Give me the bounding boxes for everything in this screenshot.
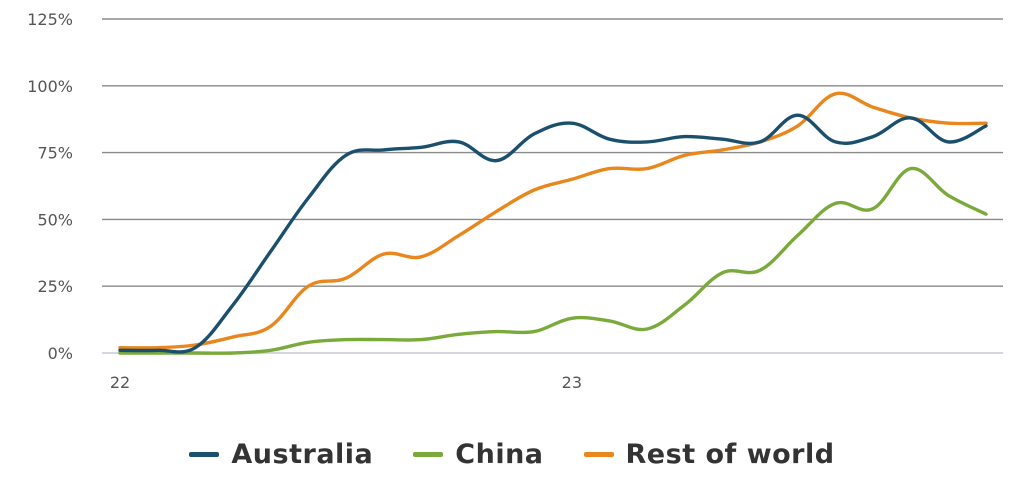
y-tick-label: 100% bbox=[27, 77, 73, 96]
y-axis: 0% 25% 50% 75% 100% 125% bbox=[27, 10, 73, 363]
y-tick-label: 25% bbox=[37, 277, 73, 296]
series-line-australia bbox=[118, 113, 988, 354]
legend-item-australia: Australia bbox=[189, 439, 373, 470]
legend-swatch-australia bbox=[189, 451, 220, 457]
x-tick-label: 23 bbox=[562, 373, 582, 392]
y-tick-label: 50% bbox=[37, 210, 73, 229]
series-line-rest-of-world bbox=[118, 91, 988, 350]
x-axis: 22 23 bbox=[110, 373, 582, 392]
legend-item-rest-of-world: Rest of world bbox=[583, 438, 835, 470]
x-tick-label: 22 bbox=[110, 373, 130, 392]
line-chart: 0% 25% 50% 75% 100% 125% 22 23 bbox=[27, 10, 1003, 392]
legend-label-australia: Australia bbox=[231, 438, 374, 470]
y-tick-label: 125% bbox=[27, 10, 73, 29]
series-lines bbox=[118, 91, 988, 355]
y-tick-label: 75% bbox=[37, 144, 73, 163]
legend-label-china: China bbox=[455, 438, 544, 470]
gridlines bbox=[102, 18, 1003, 354]
legend-label-rest-of-world: Rest of world bbox=[625, 438, 835, 470]
legend-swatch-rest-of-world bbox=[583, 451, 614, 457]
y-tick-label: 0% bbox=[48, 344, 73, 363]
legend-swatch-china bbox=[413, 451, 444, 457]
legend-item-china: China bbox=[413, 439, 543, 470]
legend: Australia China Rest of world bbox=[0, 432, 1024, 476]
series-line-china bbox=[118, 166, 988, 355]
